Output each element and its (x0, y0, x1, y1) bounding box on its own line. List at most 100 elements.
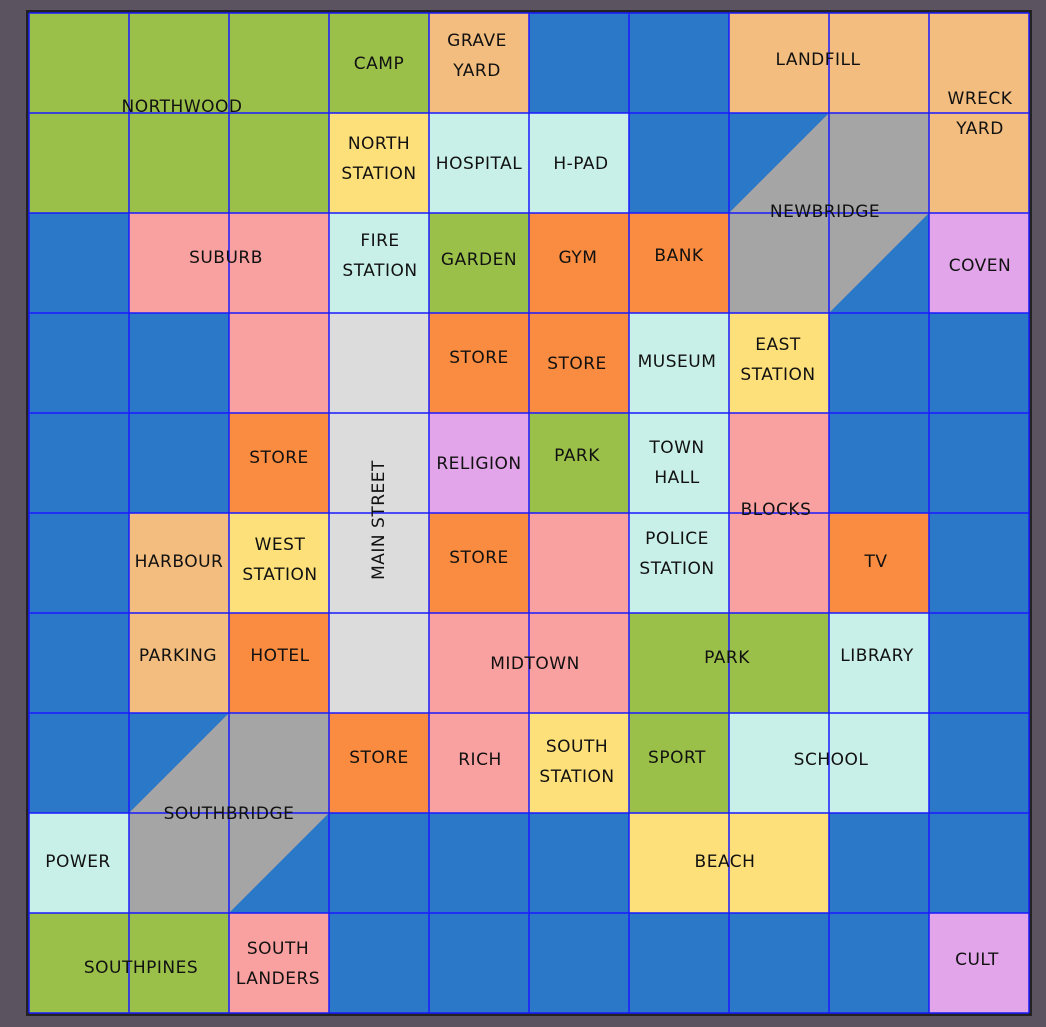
map-cell (629, 13, 729, 113)
map-cell (629, 213, 729, 313)
bridge-cell (229, 813, 329, 913)
map-cell (629, 813, 729, 913)
place-label: GRAVE YARD (447, 31, 506, 81)
map-cell (329, 213, 429, 313)
place-name: HOTEL (250, 646, 309, 666)
place-label: EAST STATION (740, 335, 815, 385)
place-name: EAST (755, 335, 801, 355)
place-label: COVEN (949, 256, 1011, 276)
map-cell (529, 613, 629, 713)
map-cell (29, 413, 129, 513)
place-name: SUBURB (189, 248, 263, 268)
place-name: STORE (547, 354, 607, 374)
map-cell (329, 713, 429, 813)
place-name: MAIN STREET (369, 460, 389, 580)
place-label: BEACH (695, 852, 756, 872)
place-label: STORE (449, 348, 508, 368)
map-cell (629, 313, 729, 413)
map-cell (229, 413, 329, 513)
place-label: POWER (45, 852, 110, 872)
map-cell (629, 613, 729, 713)
place-name: POLICE (645, 529, 709, 549)
place-label: WEST STATION (242, 535, 317, 585)
place-name: YARD (452, 61, 501, 81)
map-cell (229, 713, 329, 813)
place-name: BEACH (695, 852, 756, 872)
place-name: HOSPITAL (436, 154, 522, 174)
place-name: GARDEN (441, 250, 517, 270)
map-cell (529, 913, 629, 1013)
map-cell (729, 813, 829, 913)
map-cell (729, 313, 829, 413)
place-label: HOTEL (250, 646, 309, 666)
map-cell (929, 313, 1029, 413)
place-label: CULT (955, 950, 999, 970)
map-cell (29, 213, 129, 313)
map-cell (629, 513, 729, 613)
place-label: NORTHWOOD (121, 97, 242, 117)
map-cell (529, 813, 629, 913)
place-name: STATION (539, 767, 614, 787)
map-cell (329, 813, 429, 913)
map-cell (329, 113, 429, 213)
place-label: WRECK YARD (948, 89, 1013, 139)
place-label: NEWBRIDGE (770, 202, 880, 222)
place-name: PARKING (139, 646, 217, 666)
map-cell (829, 813, 929, 913)
map-cell (229, 513, 329, 613)
place-label: MIDTOWN (490, 654, 579, 674)
bridge-cell (829, 213, 929, 313)
map-cell (729, 913, 829, 1013)
place-name: FIRE (360, 231, 399, 251)
place-label: TOWN HALL (648, 438, 704, 488)
map-cell (929, 713, 1029, 813)
place-label: POLICE STATION (639, 529, 714, 579)
map-cell (429, 513, 529, 613)
map-cell (729, 613, 829, 713)
map-cell (529, 313, 629, 413)
place-label: HOSPITAL (436, 154, 522, 174)
map-cell (229, 313, 329, 413)
map-cell (329, 913, 429, 1013)
place-name: SPORT (648, 748, 706, 768)
map-cell (229, 613, 329, 713)
place-label: SPORT (648, 748, 706, 768)
map-cell (129, 413, 229, 513)
map-cell (129, 13, 229, 113)
place-name: STATION (342, 261, 417, 281)
place-name: TV (863, 552, 887, 572)
map-cell (629, 713, 729, 813)
place-name: SOUTHBRIDGE (164, 804, 295, 824)
place-name: STORE (249, 448, 309, 468)
place-label: HARBOUR (135, 552, 223, 572)
place-label: H-PAD (553, 154, 608, 174)
map-cell (429, 613, 529, 713)
place-name: STATION (341, 164, 416, 184)
map-cell (929, 113, 1029, 213)
map-cell (529, 13, 629, 113)
map-cell (129, 813, 229, 913)
map-cell (429, 413, 529, 513)
map-cell (129, 113, 229, 213)
map-cell (129, 313, 229, 413)
place-label: PARKING (139, 646, 217, 666)
map-cell (929, 213, 1029, 313)
place-label: RICH (458, 750, 501, 770)
place-name: CULT (955, 950, 999, 970)
place-name: NEWBRIDGE (770, 202, 880, 222)
map-cell (429, 813, 529, 913)
map-cell (329, 313, 429, 413)
map-cell (29, 313, 129, 413)
place-name: BLOCKS (741, 500, 812, 520)
place-label: MUSEUM (638, 352, 716, 372)
map-cell (29, 13, 129, 113)
map-cell (229, 13, 329, 113)
place-label: BANK (654, 246, 703, 266)
map-cell (829, 13, 929, 113)
place-name: PARK (554, 446, 600, 466)
map-cell (129, 913, 229, 1013)
place-name: YARD (955, 119, 1004, 139)
map-cell (529, 713, 629, 813)
map-cell (429, 213, 529, 313)
map-cell (129, 513, 229, 613)
